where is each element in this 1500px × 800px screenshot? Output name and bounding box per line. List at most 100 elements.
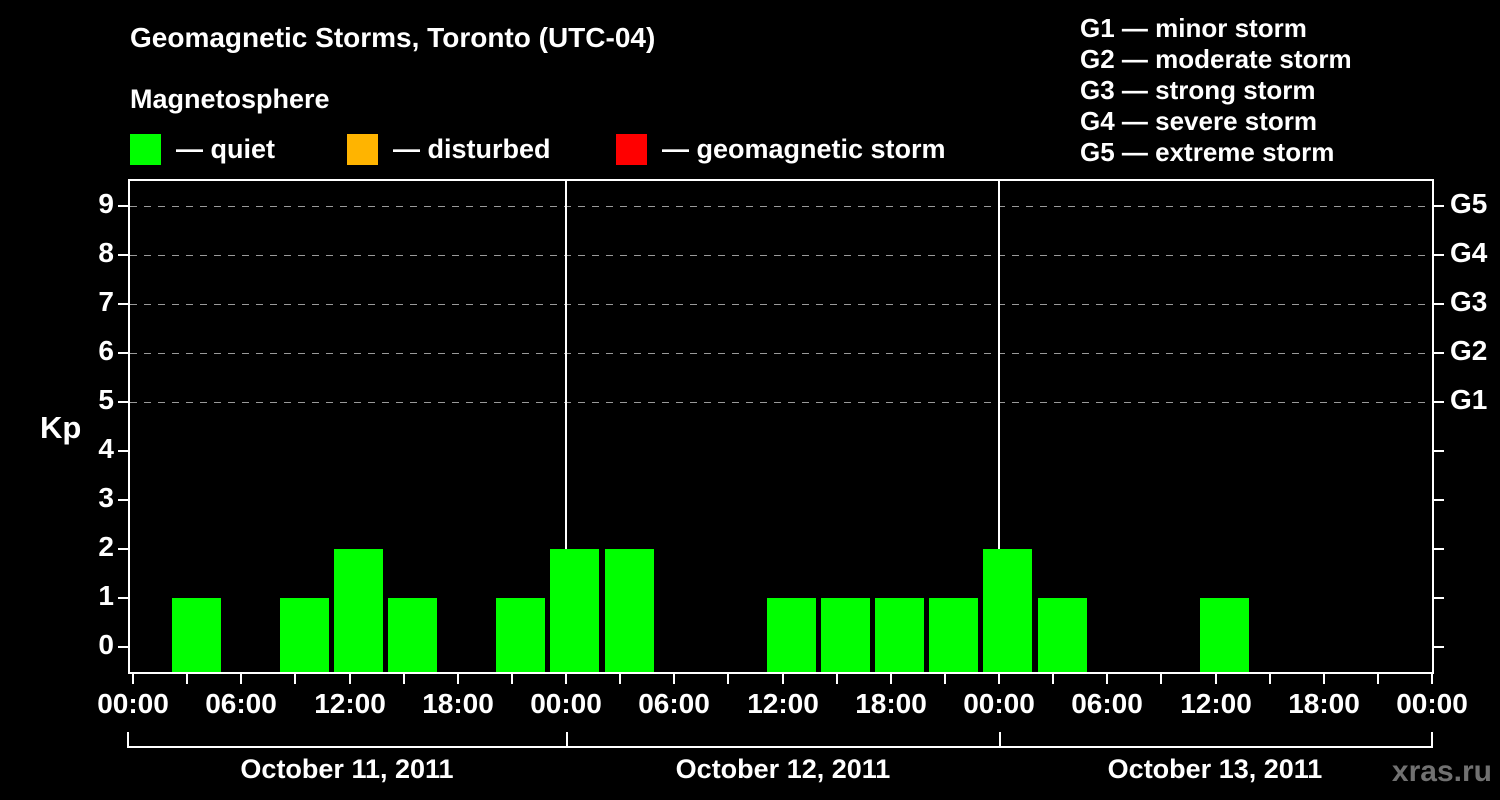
x-axis-tick bbox=[944, 674, 946, 684]
kp-bar bbox=[929, 598, 978, 672]
y-axis-tick-right bbox=[1434, 303, 1444, 305]
x-axis-tick-label: 12:00 bbox=[314, 688, 386, 719]
y-axis-tick bbox=[118, 352, 128, 354]
geomagnetic-storm-label: — geomagnetic storm bbox=[662, 134, 946, 164]
x-axis-tick-label: 18:00 bbox=[422, 688, 494, 719]
x-axis-tick bbox=[511, 674, 513, 684]
y-axis-tick-label: 4 bbox=[98, 433, 114, 464]
kp-bar bbox=[550, 549, 599, 672]
kp-bar bbox=[388, 598, 437, 672]
date-bracket-tick bbox=[566, 732, 568, 746]
x-axis-tick bbox=[294, 674, 296, 684]
x-axis-tick bbox=[998, 674, 1000, 684]
kp-gridline bbox=[130, 206, 1432, 207]
kp-bar bbox=[1038, 598, 1087, 672]
y-axis-tick-label: 8 bbox=[98, 237, 114, 268]
x-axis-tick bbox=[673, 674, 675, 684]
x-axis-tick-label: 00:00 bbox=[1396, 688, 1468, 719]
y-axis-tick bbox=[118, 548, 128, 550]
kp-bar bbox=[767, 598, 816, 672]
x-axis-tick bbox=[1052, 674, 1054, 684]
date-label: October 11, 2011 bbox=[240, 754, 454, 784]
x-axis-tick-label: 18:00 bbox=[855, 688, 927, 719]
y-axis-tick-label: 6 bbox=[98, 335, 114, 366]
y-axis-tick-right bbox=[1434, 401, 1444, 403]
geomagnetic-storm-color-swatch bbox=[616, 134, 647, 165]
day-separator-line bbox=[565, 181, 567, 672]
x-axis-tick bbox=[1106, 674, 1108, 684]
y-axis-tick-label: 5 bbox=[98, 384, 114, 415]
date-bracket-tick bbox=[999, 732, 1001, 746]
chart-title: Geomagnetic Storms, Toronto (UTC-04) bbox=[130, 22, 656, 53]
y-axis-tick bbox=[118, 450, 128, 452]
disturbed-label: — disturbed bbox=[393, 134, 551, 164]
y-axis-tick-right bbox=[1434, 205, 1444, 207]
g-scale-tick-label: G2 bbox=[1450, 335, 1488, 366]
quiet-label: — quiet bbox=[176, 134, 275, 164]
y-axis-tick-label: 3 bbox=[98, 482, 114, 513]
y-axis-tick-right bbox=[1434, 352, 1444, 354]
x-axis-tick-label: 06:00 bbox=[205, 688, 277, 719]
kp-gridline bbox=[130, 255, 1432, 256]
y-axis-tick bbox=[118, 303, 128, 305]
x-axis-tick-label: 00:00 bbox=[97, 688, 169, 719]
x-axis-tick bbox=[457, 674, 459, 684]
x-axis-tick-label: 00:00 bbox=[963, 688, 1035, 719]
kp-bar bbox=[983, 549, 1032, 672]
date-bracket-tick bbox=[1431, 732, 1433, 746]
y-axis-tick-right bbox=[1434, 499, 1444, 501]
quiet-color-swatch bbox=[130, 134, 161, 165]
kp-bar bbox=[334, 549, 383, 672]
y-axis-tick bbox=[118, 499, 128, 501]
legend-item-disturbed: — disturbed bbox=[347, 133, 551, 166]
kp-gridline bbox=[130, 402, 1432, 403]
x-axis-tick bbox=[240, 674, 242, 684]
kp-bar bbox=[496, 598, 545, 672]
x-axis-tick-label: 06:00 bbox=[1071, 688, 1143, 719]
y-axis-tick-right bbox=[1434, 450, 1444, 452]
y-axis-tick-label: 9 bbox=[98, 188, 114, 219]
y-axis-tick-right bbox=[1434, 597, 1444, 599]
y-axis-tick-label: 0 bbox=[98, 629, 114, 660]
x-axis-tick-label: 12:00 bbox=[1180, 688, 1252, 719]
x-axis-tick bbox=[565, 674, 567, 684]
x-axis-tick-label: 06:00 bbox=[638, 688, 710, 719]
y-axis-title: Kp bbox=[40, 410, 82, 445]
kp-bar bbox=[605, 549, 654, 672]
x-axis-tick bbox=[1377, 674, 1379, 684]
disturbed-color-swatch bbox=[347, 134, 378, 165]
day-separator-line bbox=[998, 181, 1000, 672]
y-axis-tick bbox=[118, 401, 128, 403]
y-axis-tick-right bbox=[1434, 548, 1444, 550]
date-label: October 13, 2011 bbox=[1107, 754, 1323, 784]
g3-legend-line: G3 — strong storm bbox=[1080, 75, 1316, 105]
y-axis-tick bbox=[118, 646, 128, 648]
date-label: October 12, 2011 bbox=[675, 754, 891, 784]
x-axis-tick bbox=[1431, 674, 1433, 684]
x-axis-tick-label: 12:00 bbox=[747, 688, 819, 719]
x-axis-tick bbox=[619, 674, 621, 684]
y-axis-tick-label: 1 bbox=[98, 580, 114, 611]
date-bracket-line bbox=[127, 746, 1433, 748]
y-axis-tick-right bbox=[1434, 254, 1444, 256]
y-axis-tick-label: 2 bbox=[98, 531, 114, 562]
g-scale-legend: G1 — minor storm G2 — moderate storm G3 … bbox=[1080, 13, 1352, 168]
x-axis-tick bbox=[1215, 674, 1217, 684]
kp-gridline bbox=[130, 304, 1432, 305]
x-axis-tick bbox=[727, 674, 729, 684]
g4-legend-line: G4 — severe storm bbox=[1080, 106, 1318, 136]
legend-item-geomagnetic-storm: — geomagnetic storm bbox=[616, 133, 946, 166]
y-axis-tick bbox=[118, 597, 128, 599]
g2-legend-line: G2 — moderate storm bbox=[1080, 44, 1352, 74]
kp-bar bbox=[875, 598, 924, 672]
g-scale-tick-label: G3 bbox=[1450, 286, 1488, 317]
x-axis-tick bbox=[132, 674, 134, 684]
kp-bar bbox=[172, 598, 221, 672]
x-axis-tick bbox=[349, 674, 351, 684]
g-scale-tick-label: G1 bbox=[1450, 384, 1488, 415]
x-axis-tick bbox=[782, 674, 784, 684]
legend-item-quiet: — quiet bbox=[130, 133, 275, 166]
watermark: xras.ru bbox=[1391, 755, 1492, 788]
date-bracket-tick bbox=[127, 732, 129, 746]
